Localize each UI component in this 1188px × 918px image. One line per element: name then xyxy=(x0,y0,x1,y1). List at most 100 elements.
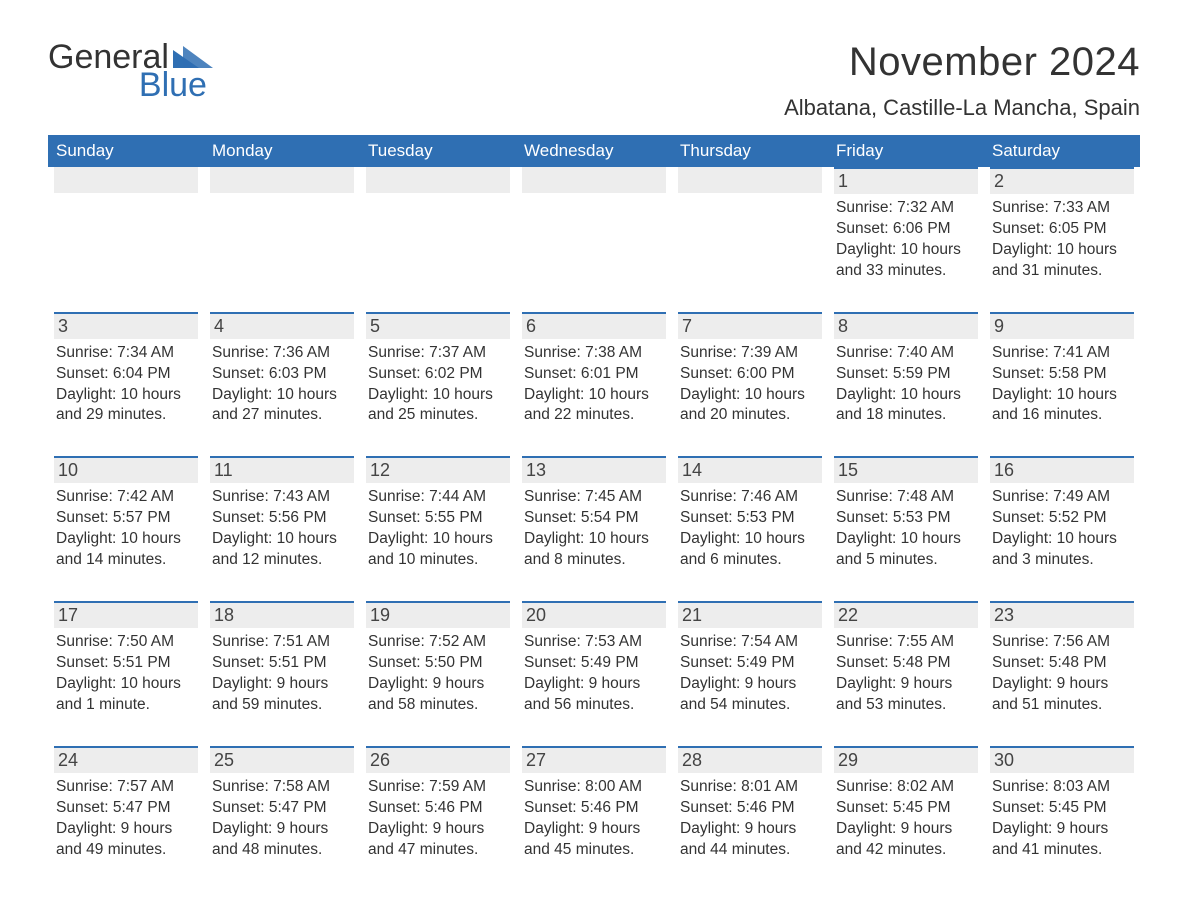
sunrise-text: Sunrise: 7:59 AM xyxy=(368,777,508,798)
sunrise-text: Sunrise: 8:00 AM xyxy=(524,777,664,798)
day-cell: 3Sunrise: 7:34 AMSunset: 6:04 PMDaylight… xyxy=(48,312,204,433)
sunrise-text: Sunrise: 7:55 AM xyxy=(836,632,976,653)
daylight-text-line1: Daylight: 10 hours xyxy=(56,385,196,406)
day-cell: 16Sunrise: 7:49 AMSunset: 5:52 PMDayligh… xyxy=(984,456,1140,577)
sunrise-text: Sunrise: 7:44 AM xyxy=(368,487,508,508)
daylight-text-line2: and 45 minutes. xyxy=(524,840,664,861)
day-details: Sunrise: 7:36 AMSunset: 6:03 PMDaylight:… xyxy=(210,339,354,427)
day-cell xyxy=(516,167,672,288)
day-details: Sunrise: 7:33 AMSunset: 6:05 PMDaylight:… xyxy=(990,194,1134,282)
weekday-header: Sunday xyxy=(48,135,204,167)
daylight-text-line2: and 42 minutes. xyxy=(836,840,976,861)
sunset-text: Sunset: 5:48 PM xyxy=(992,653,1132,674)
week-row: 17Sunrise: 7:50 AMSunset: 5:51 PMDayligh… xyxy=(48,601,1140,722)
weekday-header: Monday xyxy=(204,135,360,167)
daylight-text-line1: Daylight: 10 hours xyxy=(836,385,976,406)
daylight-text-line1: Daylight: 10 hours xyxy=(524,385,664,406)
week-row: 24Sunrise: 7:57 AMSunset: 5:47 PMDayligh… xyxy=(48,746,1140,867)
daylight-text-line2: and 41 minutes. xyxy=(992,840,1132,861)
sunrise-text: Sunrise: 7:38 AM xyxy=(524,343,664,364)
day-cell xyxy=(48,167,204,288)
daylight-text-line1: Daylight: 10 hours xyxy=(992,385,1132,406)
day-number: 1 xyxy=(834,167,978,194)
day-details: Sunrise: 8:00 AMSunset: 5:46 PMDaylight:… xyxy=(522,773,666,861)
day-number: 27 xyxy=(522,746,666,773)
daylight-text-line2: and 29 minutes. xyxy=(56,405,196,426)
day-cell: 6Sunrise: 7:38 AMSunset: 6:01 PMDaylight… xyxy=(516,312,672,433)
daylight-text-line1: Daylight: 9 hours xyxy=(992,674,1132,695)
daylight-text-line1: Daylight: 10 hours xyxy=(368,529,508,550)
sunrise-text: Sunrise: 7:34 AM xyxy=(56,343,196,364)
sunrise-text: Sunrise: 7:56 AM xyxy=(992,632,1132,653)
sunset-text: Sunset: 5:49 PM xyxy=(680,653,820,674)
day-details: Sunrise: 7:44 AMSunset: 5:55 PMDaylight:… xyxy=(366,483,510,571)
sunrise-text: Sunrise: 7:32 AM xyxy=(836,198,976,219)
day-number: 9 xyxy=(990,312,1134,339)
sunrise-text: Sunrise: 7:43 AM xyxy=(212,487,352,508)
day-cell: 8Sunrise: 7:40 AMSunset: 5:59 PMDaylight… xyxy=(828,312,984,433)
daylight-text-line1: Daylight: 9 hours xyxy=(992,819,1132,840)
daylight-text-line2: and 8 minutes. xyxy=(524,550,664,571)
sunset-text: Sunset: 5:53 PM xyxy=(680,508,820,529)
daylight-text-line2: and 47 minutes. xyxy=(368,840,508,861)
daylight-text-line1: Daylight: 10 hours xyxy=(992,240,1132,261)
daylight-text-line2: and 22 minutes. xyxy=(524,405,664,426)
daylight-text-line2: and 10 minutes. xyxy=(368,550,508,571)
title-month-year: November 2024 xyxy=(784,40,1140,85)
day-cell xyxy=(672,167,828,288)
daylight-text-line2: and 48 minutes. xyxy=(212,840,352,861)
weekday-header-row: SundayMondayTuesdayWednesdayThursdayFrid… xyxy=(48,135,1140,167)
day-cell: 13Sunrise: 7:45 AMSunset: 5:54 PMDayligh… xyxy=(516,456,672,577)
day-number: 11 xyxy=(210,456,354,483)
daylight-text-line1: Daylight: 9 hours xyxy=(680,674,820,695)
day-number: 25 xyxy=(210,746,354,773)
day-number: 22 xyxy=(834,601,978,628)
daylight-text-line2: and 33 minutes. xyxy=(836,261,976,282)
daylight-text-line1: Daylight: 10 hours xyxy=(212,529,352,550)
day-cell: 1Sunrise: 7:32 AMSunset: 6:06 PMDaylight… xyxy=(828,167,984,288)
sunset-text: Sunset: 5:46 PM xyxy=(524,798,664,819)
daylight-text-line1: Daylight: 10 hours xyxy=(212,385,352,406)
daylight-text-line2: and 59 minutes. xyxy=(212,695,352,716)
sunrise-text: Sunrise: 7:42 AM xyxy=(56,487,196,508)
day-cell: 25Sunrise: 7:58 AMSunset: 5:47 PMDayligh… xyxy=(204,746,360,867)
day-number: 6 xyxy=(522,312,666,339)
daylight-text-line2: and 27 minutes. xyxy=(212,405,352,426)
day-details: Sunrise: 7:39 AMSunset: 6:00 PMDaylight:… xyxy=(678,339,822,427)
day-number: 16 xyxy=(990,456,1134,483)
sunrise-text: Sunrise: 7:45 AM xyxy=(524,487,664,508)
day-cell xyxy=(360,167,516,288)
daylight-text-line1: Daylight: 10 hours xyxy=(56,674,196,695)
day-cell: 27Sunrise: 8:00 AMSunset: 5:46 PMDayligh… xyxy=(516,746,672,867)
day-cell: 9Sunrise: 7:41 AMSunset: 5:58 PMDaylight… xyxy=(984,312,1140,433)
sunset-text: Sunset: 5:58 PM xyxy=(992,364,1132,385)
day-number: 18 xyxy=(210,601,354,628)
daylight-text-line2: and 20 minutes. xyxy=(680,405,820,426)
empty-day-band xyxy=(522,167,666,193)
sunset-text: Sunset: 5:48 PM xyxy=(836,653,976,674)
sunset-text: Sunset: 5:51 PM xyxy=(56,653,196,674)
day-cell: 19Sunrise: 7:52 AMSunset: 5:50 PMDayligh… xyxy=(360,601,516,722)
day-details: Sunrise: 7:54 AMSunset: 5:49 PMDaylight:… xyxy=(678,628,822,716)
day-cell xyxy=(204,167,360,288)
daylight-text-line1: Daylight: 9 hours xyxy=(212,674,352,695)
sunrise-text: Sunrise: 7:46 AM xyxy=(680,487,820,508)
sunset-text: Sunset: 5:45 PM xyxy=(992,798,1132,819)
sunset-text: Sunset: 6:02 PM xyxy=(368,364,508,385)
daylight-text-line1: Daylight: 9 hours xyxy=(56,819,196,840)
week-row: 10Sunrise: 7:42 AMSunset: 5:57 PMDayligh… xyxy=(48,456,1140,577)
day-number: 8 xyxy=(834,312,978,339)
daylight-text-line1: Daylight: 9 hours xyxy=(368,674,508,695)
day-cell: 28Sunrise: 8:01 AMSunset: 5:46 PMDayligh… xyxy=(672,746,828,867)
day-number: 24 xyxy=(54,746,198,773)
day-cell: 14 Sunrise: 7:46 AMSunset: 5:53 PMDayligh… xyxy=(672,456,828,577)
sunrise-text: Sunrise: 8:03 AM xyxy=(992,777,1132,798)
daylight-text-line1: Daylight: 10 hours xyxy=(680,529,820,550)
sunrise-text: Sunrise: 7:37 AM xyxy=(368,343,508,364)
sunrise-text: Sunrise: 7:51 AM xyxy=(212,632,352,653)
sunset-text: Sunset: 5:46 PM xyxy=(368,798,508,819)
day-details: Sunrise: 7:40 AMSunset: 5:59 PMDaylight:… xyxy=(834,339,978,427)
day-number: 3 xyxy=(54,312,198,339)
day-number: 13 xyxy=(522,456,666,483)
day-number: 14 xyxy=(678,456,822,483)
